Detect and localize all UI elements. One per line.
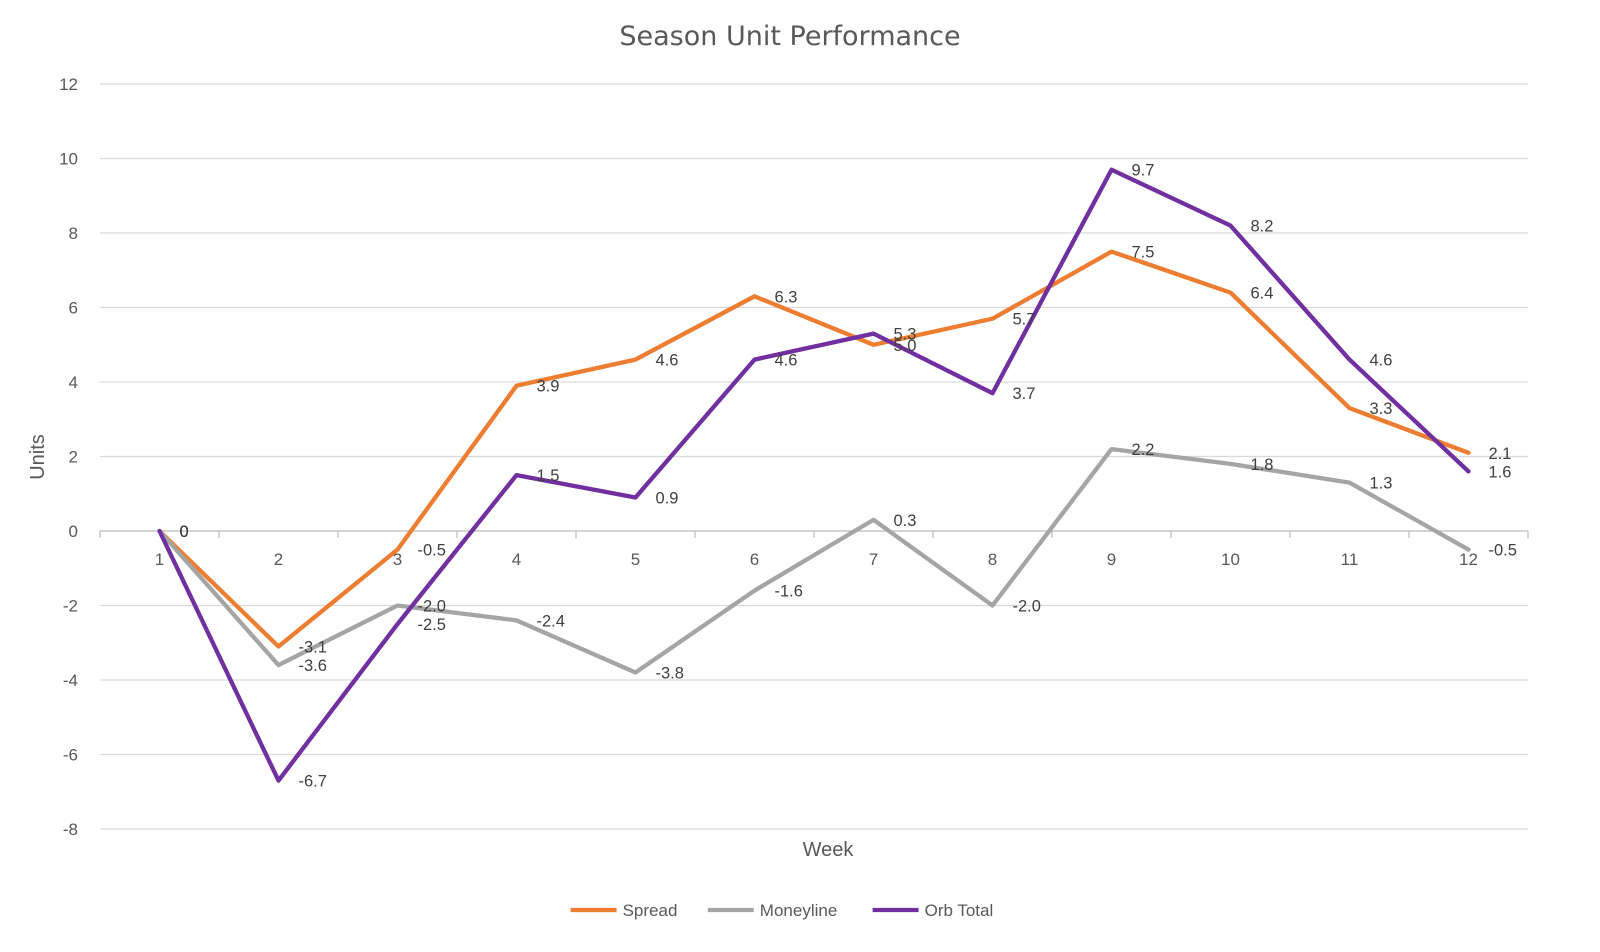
data-label: -0.5 xyxy=(418,542,446,560)
data-label: 5.0 xyxy=(894,337,917,355)
data-label: 2.2 xyxy=(1132,441,1155,459)
y-axis: 12 10 8 6 4 2 0 -2 -4 -6 -8 xyxy=(59,75,78,839)
series-line-moneyline xyxy=(157,446,1471,675)
data-label: -2.5 xyxy=(418,616,446,634)
data-label: 0 xyxy=(180,523,189,541)
data-label: 8.2 xyxy=(1251,218,1274,236)
x-tick-label: 3 xyxy=(393,550,402,569)
series-lines xyxy=(157,167,1471,783)
data-label: -3.6 xyxy=(299,657,327,675)
y-tick-label: 8 xyxy=(69,224,78,243)
data-label: -3.8 xyxy=(656,665,684,683)
x-tick-label: 7 xyxy=(869,550,878,569)
data-label: 0.3 xyxy=(894,512,917,530)
x-axis-title: Week xyxy=(803,839,855,861)
data-label: 1.3 xyxy=(1370,475,1393,493)
x-tick-label: 6 xyxy=(750,550,759,569)
data-label: 1.6 xyxy=(1489,463,1512,481)
x-tick-label: 8 xyxy=(988,550,997,569)
data-label: 0.9 xyxy=(656,489,679,507)
data-label: 7.5 xyxy=(1132,244,1155,262)
data-label: -2.0 xyxy=(418,598,446,616)
series-line-orb-total xyxy=(157,167,1471,783)
data-label: 1.8 xyxy=(1251,456,1274,474)
data-label: 6.3 xyxy=(775,288,798,306)
y-tick-label: -4 xyxy=(63,671,78,690)
legend: Spread Moneyline Orb Total xyxy=(570,901,994,920)
data-label: 3.9 xyxy=(537,378,560,396)
x-tick-label: 4 xyxy=(512,550,521,569)
data-label: 9.7 xyxy=(1132,162,1155,180)
data-label: 4.6 xyxy=(656,352,679,370)
y-tick-label: 0 xyxy=(69,522,78,541)
series-line-spread xyxy=(157,249,1471,649)
data-label: 4.6 xyxy=(1370,352,1393,370)
y-tick-label: 6 xyxy=(69,299,78,318)
legend-label: Orb Total xyxy=(925,901,994,920)
x-tick-label: 2 xyxy=(274,550,283,569)
data-label: 5.7 xyxy=(1013,311,1036,329)
data-label: -3.1 xyxy=(299,638,327,656)
data-label: 6.4 xyxy=(1251,285,1274,303)
x-tick-label: 1 xyxy=(155,550,164,569)
data-label: 1.5 xyxy=(537,467,560,485)
y-tick-label: 2 xyxy=(69,448,78,467)
data-label: 2.1 xyxy=(1489,445,1512,463)
data-label: -0.5 xyxy=(1489,542,1517,560)
data-label: 5.3 xyxy=(894,326,917,344)
y-tick-label: 4 xyxy=(69,373,78,392)
data-label: -6.7 xyxy=(299,773,327,791)
x-tick-label: 9 xyxy=(1107,550,1116,569)
legend-label: Spread xyxy=(623,901,678,920)
y-axis-title: Units xyxy=(27,434,49,480)
data-label: 3.3 xyxy=(1370,400,1393,418)
data-labels: 0-3.1-0.53.94.66.35.05.77.56.43.32.10-3.… xyxy=(180,162,1517,791)
y-tick-label: -6 xyxy=(63,746,78,765)
x-tick-label: 5 xyxy=(631,550,640,569)
chart-title: Season Unit Performance xyxy=(619,21,960,52)
data-label: 0 xyxy=(180,523,189,541)
y-tick-label: 10 xyxy=(59,150,78,169)
data-label: 3.7 xyxy=(1013,385,1036,403)
x-tick-label: 11 xyxy=(1341,550,1359,569)
legend-label: Moneyline xyxy=(760,901,838,920)
data-label: 0 xyxy=(180,523,189,541)
data-label: 4.6 xyxy=(775,352,798,370)
x-tick-label: 12 xyxy=(1459,550,1478,569)
data-label: -2.4 xyxy=(537,612,565,630)
x-axis: 1 2 3 4 5 6 7 8 9 10 11 12 xyxy=(99,530,1529,569)
data-label: -2.0 xyxy=(1013,598,1041,616)
y-tick-label: 12 xyxy=(59,75,78,94)
y-tick-label: -2 xyxy=(63,597,78,616)
data-label: -1.6 xyxy=(775,583,803,601)
x-tick-label: 10 xyxy=(1221,550,1240,569)
y-tick-label: -8 xyxy=(63,820,78,839)
gridlines xyxy=(100,83,1528,830)
